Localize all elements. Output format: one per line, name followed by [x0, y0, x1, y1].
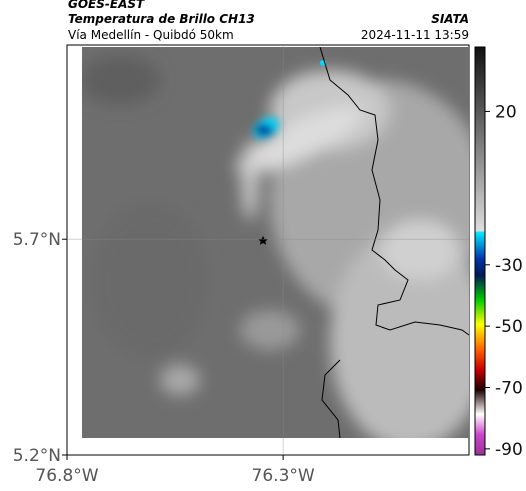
- colorbar-tick-label: -50: [495, 317, 523, 337]
- colorbar-tick-label: 20: [495, 102, 517, 122]
- colorbar: [474, 46, 486, 456]
- subtitle: Vía Medellín - Quibdó 50km: [68, 28, 234, 42]
- y-tick-label: 5.2°N: [13, 446, 61, 466]
- colorbar-tick-label: -70: [495, 379, 523, 399]
- colorbar-tick-label: -90: [495, 440, 523, 460]
- title: Temperatura de Brillo CH13: [68, 12, 255, 26]
- y-tick-label: 5.7°N: [13, 230, 61, 250]
- x-tick-label: 76.8°W: [35, 466, 98, 486]
- x-tick-label: 76.3°W: [252, 466, 315, 486]
- colorbar-tick-label: -30: [495, 256, 523, 276]
- timestamp: 2024-11-11 13:59: [361, 28, 469, 42]
- org: SIATA: [431, 12, 469, 26]
- satellite-image: [66, 44, 470, 456]
- source: GOES-EAST: [68, 0, 145, 11]
